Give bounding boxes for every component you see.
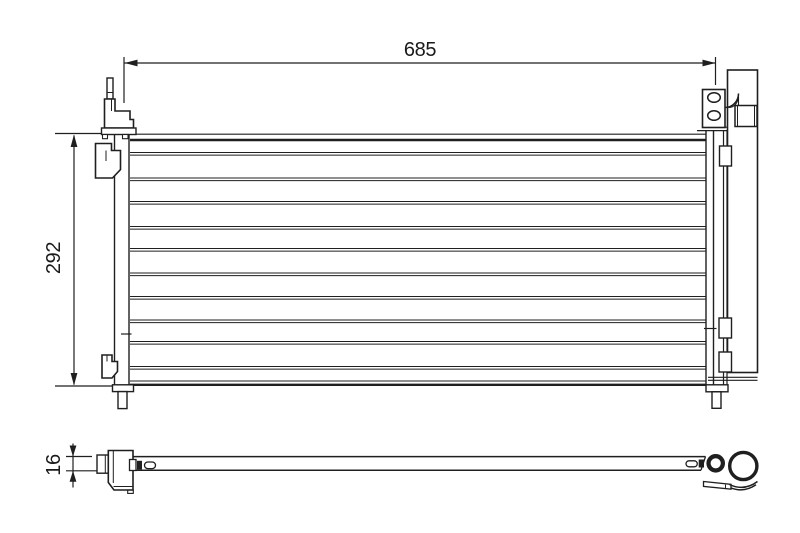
port-slot <box>685 460 698 468</box>
refrigerant-ports-left <box>128 458 157 472</box>
port-slot <box>143 461 157 470</box>
pipe-fitting-mid <box>718 317 733 339</box>
port-square <box>128 458 137 472</box>
dimension-width-value: 685 <box>404 39 436 61</box>
arrowhead-up-icon <box>70 134 78 147</box>
bracket-body <box>94 142 122 179</box>
arrowhead-up-icon <box>69 470 77 482</box>
port-solid <box>698 459 704 468</box>
arrowhead-down-icon <box>69 445 77 457</box>
bottom-view: 16 <box>43 443 759 494</box>
mounting-bracket-bottom-left <box>101 354 119 379</box>
mounting-bracket-mid-left <box>94 142 122 179</box>
mounting-bracket-top-right <box>701 88 758 129</box>
pin <box>711 391 722 409</box>
block-foot <box>127 489 134 494</box>
connector-block <box>96 454 110 474</box>
pipe-fitting-upper <box>718 145 733 167</box>
core-tubes <box>130 152 706 370</box>
bracket-hole-upper <box>706 91 722 104</box>
bracket-hole-lower <box>706 109 722 122</box>
drier-clamp <box>734 104 758 128</box>
arrowhead-right-icon <box>702 59 716 67</box>
dimension-height-value: 292 <box>43 242 65 274</box>
front-view: 685 292 <box>43 39 759 410</box>
arrowhead-left-icon <box>124 59 138 67</box>
pin-foot <box>705 384 729 393</box>
dimension-depth-value: 16 <box>43 454 65 476</box>
condenser-core <box>130 133 706 386</box>
liquid-pipe <box>718 131 733 385</box>
dimension-width: 685 <box>123 39 717 103</box>
dimension-depth: 16 <box>43 443 97 488</box>
pin-foot <box>111 384 135 393</box>
bracket-body <box>101 354 119 379</box>
arrowhead-down-icon <box>70 373 78 386</box>
dimension-height: 292 <box>43 132 112 387</box>
pipe-fitting-lower <box>718 351 733 373</box>
bottom-view-left-end <box>96 449 134 494</box>
seal-arc <box>730 484 757 491</box>
bracket-pin <box>106 77 114 100</box>
mounting-pin-bottom-left <box>111 384 135 410</box>
o-ring-small <box>706 453 725 473</box>
bracket-foot <box>100 127 137 136</box>
mounting-pin-bottom-right <box>705 384 729 409</box>
pin <box>117 390 128 410</box>
seal-arc <box>729 480 758 489</box>
mounting-bracket-top-left <box>100 77 137 140</box>
bracket-block <box>107 449 134 491</box>
pipe-fitting-rings <box>702 450 759 491</box>
o-ring-large <box>728 450 759 482</box>
fitting-strap <box>702 480 732 490</box>
refrigerant-ports-right <box>685 459 704 468</box>
bracket-fillet-inner <box>728 97 739 109</box>
port-solid <box>137 460 142 470</box>
